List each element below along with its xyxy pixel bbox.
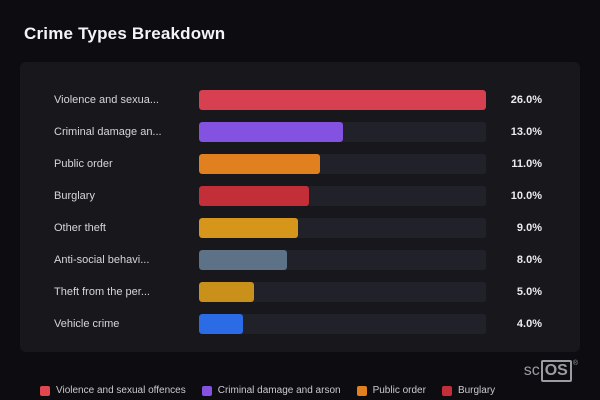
category-label: Public order bbox=[54, 158, 113, 170]
bar-row: Vehicle crime 4.0% bbox=[54, 308, 542, 340]
registered-trademark-icon: ® bbox=[572, 360, 578, 368]
category-label: Burglary bbox=[54, 190, 95, 202]
category-label: Criminal damage an... bbox=[54, 126, 162, 138]
value-label: 9.0% bbox=[516, 222, 542, 234]
bar[interactable] bbox=[199, 282, 255, 302]
legend: Violence and sexual offences Criminal dam… bbox=[40, 385, 495, 396]
legend-label: Public order bbox=[372, 385, 426, 396]
bar-track bbox=[199, 122, 486, 142]
legend-label: Criminal damage and arson bbox=[217, 385, 341, 396]
bar-row: Violence and sexua... 26.0% bbox=[54, 84, 542, 116]
chart-card: Violence and sexua... 26.0% Criminal damag… bbox=[20, 62, 580, 352]
page-title: Crime Types Breakdown bbox=[24, 24, 226, 43]
value-label: 26.0% bbox=[510, 94, 542, 106]
value-label: 10.0% bbox=[510, 190, 542, 202]
legend-swatch bbox=[441, 385, 452, 396]
legend-swatch bbox=[356, 385, 367, 396]
legend-item[interactable]: Violence and sexual offences bbox=[40, 385, 186, 396]
bar-row: Criminal damage an... 13.0% bbox=[54, 116, 542, 148]
category-label: Other theft bbox=[54, 222, 106, 234]
legend-label: Violence and sexual offences bbox=[56, 385, 186, 396]
bar[interactable] bbox=[199, 122, 343, 142]
category-label: Theft from the per... bbox=[54, 286, 150, 298]
bar-row: Public order 11.0% bbox=[54, 148, 542, 180]
legend-swatch bbox=[40, 385, 50, 396]
bar-track bbox=[199, 90, 486, 110]
bar-row: Theft from the per... 5.0% bbox=[54, 276, 542, 308]
bar-row: Burglary 10.0% bbox=[54, 180, 542, 212]
bar[interactable] bbox=[199, 250, 288, 270]
value-label: 4.0% bbox=[516, 318, 542, 330]
watermark-boxed-text: OS bbox=[540, 360, 572, 382]
bar-row: Other theft 9.0% bbox=[54, 212, 542, 244]
bar[interactable] bbox=[199, 90, 486, 110]
bar-chart: Violence and sexua... 26.0% Criminal damag… bbox=[54, 84, 542, 340]
bar-track bbox=[199, 218, 486, 238]
value-label: 13.0% bbox=[510, 126, 542, 138]
legend-label: Burglary bbox=[457, 385, 496, 396]
bar[interactable] bbox=[199, 218, 299, 238]
category-label: Violence and sexua... bbox=[54, 94, 159, 106]
bar-row: Anti-social behavi... 8.0% bbox=[54, 244, 542, 276]
category-label: Vehicle crime bbox=[54, 318, 120, 330]
legend-item[interactable]: Criminal damage and arson bbox=[201, 385, 341, 396]
watermark-logo: sc OS ® bbox=[524, 360, 578, 382]
bar[interactable] bbox=[199, 314, 244, 334]
legend-swatch bbox=[201, 385, 212, 396]
bar-track bbox=[199, 314, 486, 334]
bar-track bbox=[199, 154, 486, 174]
category-label: Anti-social behavi... bbox=[54, 254, 150, 266]
bar[interactable] bbox=[199, 186, 310, 206]
bar[interactable] bbox=[199, 154, 321, 174]
legend-item[interactable]: Burglary bbox=[441, 385, 496, 396]
bar-track bbox=[199, 282, 486, 302]
value-label: 11.0% bbox=[511, 158, 542, 170]
bar-track bbox=[199, 186, 486, 206]
value-label: 5.0% bbox=[516, 286, 542, 298]
legend-item[interactable]: Public order bbox=[356, 385, 426, 396]
bar-track bbox=[199, 250, 486, 270]
value-label: 8.0% bbox=[516, 254, 542, 266]
watermark-prefix: sc bbox=[523, 362, 540, 380]
